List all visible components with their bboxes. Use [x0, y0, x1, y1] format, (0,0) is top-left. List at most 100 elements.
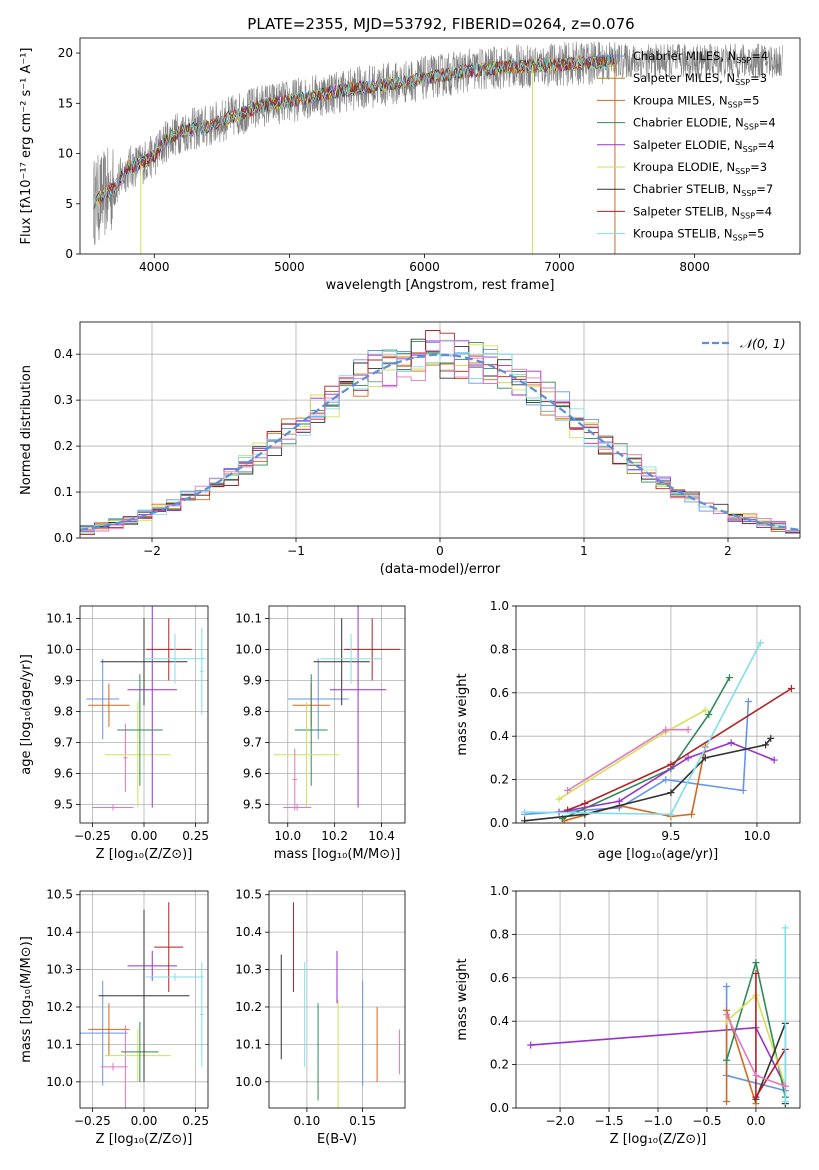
y-axis-label: mass weight [455, 673, 470, 755]
error-bar-point [117, 674, 163, 786]
x-tick-label: 0.00 [131, 829, 158, 843]
y-tick-label: 9.9 [243, 673, 262, 687]
y-tick-label: 0.2 [490, 773, 509, 787]
y-tick-label: 10.4 [235, 925, 262, 939]
normal-curve [80, 353, 800, 531]
x-tick-label: −1.5 [594, 1114, 623, 1128]
error-bar-point [329, 606, 387, 808]
y-tick-label: 1.0 [490, 884, 509, 898]
axes-frame [268, 890, 406, 1109]
legend-label: Kroupa MILES, NSSP=5 [633, 93, 759, 109]
error-bar-point [283, 804, 312, 811]
error-bar-point [199, 962, 204, 1067]
y-tick-label: 10.1 [46, 1037, 73, 1051]
mass-weight-marker [725, 674, 733, 682]
x-tick-label: 0.10 [294, 1114, 321, 1128]
plot-area [521, 639, 795, 823]
x-axis-label: E(B-V) [317, 1132, 357, 1147]
axes-frame [79, 321, 801, 539]
error-bar-point [127, 606, 178, 808]
mass-weight-marker [723, 1011, 731, 1019]
plot-area [273, 606, 401, 811]
mass-weight-marker [667, 760, 675, 768]
mass-weight-marker [739, 786, 747, 794]
axes-frame [515, 605, 801, 824]
y-tick-label: 0.8 [490, 927, 509, 941]
legend-label: Salpeter STELIB, NSSP=4 [633, 204, 772, 220]
error-bar-point [127, 950, 178, 981]
mass-weight-marker [787, 684, 795, 692]
y-tick-label: 10.0 [235, 1075, 262, 1089]
legend-label: Chabrier STELIB, NSSP=7 [633, 182, 773, 198]
y-tick-label: 10.0 [235, 642, 262, 656]
y-tick-label: 0.2 [490, 1058, 509, 1072]
mass-weight-marker [752, 1093, 760, 1101]
gridlines [516, 605, 800, 824]
y-tick-label: 9.7 [54, 735, 73, 749]
mass-weight-marker [781, 924, 789, 932]
axes-frame [79, 890, 209, 1109]
x-tick-label: 0.00 [131, 1114, 158, 1128]
gridlines [269, 606, 405, 823]
error-bar-point [199, 627, 204, 715]
mass-vs-metallicity-panel: −0.25 0.00 0.25 10.0 10.1 10.2 10.3 10.4 10.5 Z [… [19, 888, 209, 1147]
y-tick-label: 0.4 [490, 1014, 509, 1028]
error-bar-point [292, 748, 298, 811]
x-tick-label: 5000 [274, 260, 305, 274]
x-tick-label: 8000 [679, 260, 710, 274]
x-tick-label: 10.2 [321, 829, 348, 843]
x-tick-label: −0.25 [74, 829, 111, 843]
mass-weight-marker [701, 706, 709, 714]
residual-histogram [80, 339, 800, 532]
y-tick-label: 5 [65, 197, 73, 211]
mass-weight-vs-metallicity-panel: −2.0 −1.5 −1.0 −0.5 0.0 0.0 0.2 0.4 0.6 0.8 1.0 Z [… [455, 884, 801, 1147]
age-vs-mass-panel: 10.0 10.2 10.4 9.5 9.6 9.7 9.8 9.9 10.0 10.1 mass … [235, 605, 406, 862]
y-axis-label: mass [log₁₀(M/M⊙)] [19, 936, 34, 1063]
mass-weight-marker [521, 817, 529, 823]
error-bar-point [92, 804, 134, 811]
y-tick-label: 9.9 [54, 673, 73, 687]
x-axis-label: wavelength [Angstrom, rest frame] [326, 278, 555, 293]
mass-weight-marker [527, 1041, 535, 1049]
y-axis-label: Normed distribution [19, 365, 34, 495]
x-axis-label: age [log₁₀(age/yr)] [598, 847, 719, 862]
mass-weight-marker [752, 959, 760, 967]
y-tick-label: 10.1 [46, 611, 73, 625]
mass-weight-marker [767, 734, 775, 742]
x-tick-label: 6000 [409, 260, 440, 274]
y-tick-label: 9.5 [243, 797, 262, 811]
error-bar-point [123, 1025, 128, 1108]
y-tick-label: 0.4 [54, 347, 73, 361]
y-tick-label: 0.8 [490, 642, 509, 656]
legend: Chabrier MILES, NSSP=4 Salpeter MILES, NS… [597, 49, 776, 243]
y-tick-label: 10.2 [46, 1000, 73, 1014]
mass-weight-line [567, 687, 792, 811]
mass-vs-ebv-panel: 0.10 0.15 10.0 10.1 10.2 10.3 10.4 10.5 E(B-V) [235, 888, 406, 1147]
x-tick-label: −1.0 [643, 1114, 672, 1128]
axes-frame [515, 890, 801, 1109]
y-tick-label: 0.2 [54, 439, 73, 453]
x-tick-label: −0.5 [692, 1114, 721, 1128]
y-tick-label: 9.8 [243, 704, 262, 718]
residual-histogram [80, 330, 800, 535]
y-tick-label: 0.3 [54, 393, 73, 407]
plot-area [80, 902, 204, 1108]
mass-weight-marker [723, 1056, 731, 1064]
y-tick-label: 0.1 [54, 485, 73, 499]
y-tick-label: 20 [58, 46, 73, 60]
x-axis-label: Z [log₁₀(Z/Z⊙)] [96, 1132, 193, 1147]
spectrum-panel: 4000 5000 6000 7000 8000 0 5 10 15 20 wavelength [… [19, 37, 801, 293]
y-tick-label: 10.5 [235, 888, 262, 902]
mass-weight-marker [752, 969, 760, 977]
y-tick-label: 9.7 [243, 735, 262, 749]
residual-histogram-panel: −2 −1 0 1 2 0.0 0.1 0.2 0.3 0.4 (data-model)/error… [19, 321, 801, 577]
mass-weight-marker [688, 810, 696, 818]
mass-weight-marker [521, 808, 529, 816]
age-vs-metallicity-panel: −0.25 0.00 0.25 9.5 9.6 9.7 9.8 9.9 10.0 10.1 Z [l… [19, 605, 209, 862]
mass-weight-marker [564, 786, 572, 794]
mass-weight-marker [770, 756, 778, 764]
x-tick-label: 0.15 [349, 1114, 376, 1128]
residual-histogram [80, 340, 800, 534]
error-bar-point [121, 1021, 159, 1082]
